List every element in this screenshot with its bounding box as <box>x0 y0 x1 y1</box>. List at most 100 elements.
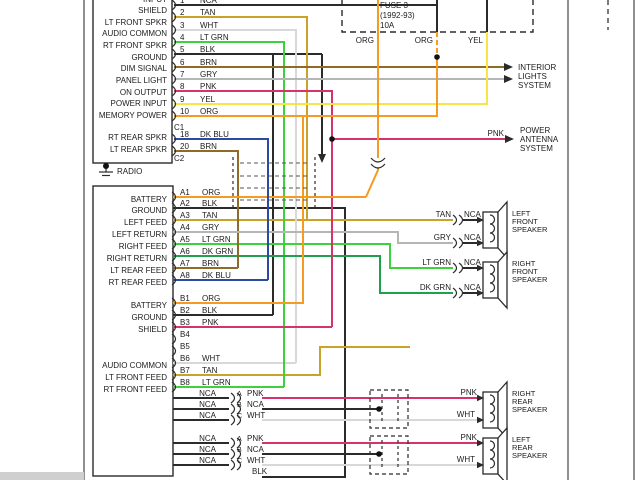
wire-color: PNK <box>461 433 478 442</box>
conn1-label: DIM SIGNAL <box>121 64 168 73</box>
conn2-labels: BATTERY GROUND LEFT FEED LEFT RETURN RIG… <box>102 195 168 394</box>
front-speaker-wire-labels: TAN NCA GRY NCA LT GRN NCA DK GRN NCA <box>420 210 482 292</box>
speaker-label: SPEAKER <box>512 275 548 284</box>
wire-color: DK BLU <box>200 130 229 139</box>
connector-id: C1 <box>174 123 185 132</box>
speaker-terminal-arrows <box>477 216 484 469</box>
wire-color: WHT <box>457 410 475 419</box>
conn1-label: MEMORY POWER <box>99 111 167 120</box>
conn2-label: GROUND <box>131 313 167 322</box>
wire-color: DK GRN <box>420 283 451 292</box>
pin-number: B2 <box>180 306 190 315</box>
right-rear-speaker-icon <box>482 381 508 439</box>
conn2-label: LT FRONT FEED <box>105 373 167 382</box>
pin-number: 7 <box>180 70 185 79</box>
power-antenna-system: PNK POWER ANTENNA SYSTEM <box>488 126 559 153</box>
pin-letter: A <box>237 436 242 443</box>
pin-number: B1 <box>180 294 190 303</box>
wire-color: NCA <box>199 445 217 454</box>
conn1-label: LT FRONT SPKR <box>105 18 167 27</box>
conn1-pins: 1 NCA 2 TAN 3 WHT 4 LT GRN 5 BLK 6 BRN 7 GRY 8 P… <box>174 0 229 163</box>
pin-letter: B <box>237 447 242 454</box>
conn1-label: SHIELD <box>138 6 167 15</box>
wire-color: LT GRN <box>202 235 231 244</box>
pin-number: B5 <box>180 342 190 351</box>
pin-number: A3 <box>180 211 190 220</box>
wire-color: TAN <box>200 8 216 17</box>
wire-color: WHT <box>457 455 475 464</box>
wire-color: GRY <box>200 70 218 79</box>
wire-color: DK BLU <box>202 271 231 280</box>
wire-color: ORG <box>202 188 220 197</box>
speaker-label: SPEAKER <box>512 451 548 460</box>
conn2-label: LEFT RETURN <box>112 230 167 239</box>
conn1-label: LT REAR SPKR <box>110 145 167 154</box>
conn1-label: RT FRONT SPKR <box>103 41 167 50</box>
pin-number: A6 <box>180 247 190 256</box>
pin-number: 8 <box>180 82 185 91</box>
wire-color: TAN <box>202 211 218 220</box>
speaker-label: FRONT <box>512 217 538 226</box>
fuse-wire-color: YEL <box>468 36 484 45</box>
pin-number: 1 <box>180 0 185 5</box>
wire-color: YEL <box>200 95 216 104</box>
radio-connector1-box <box>92 0 173 164</box>
conn2-label: RT REAR FEED <box>109 278 168 287</box>
pin-number: 6 <box>180 58 185 67</box>
conn1-labels: INPUT SHIELD LT FRONT SPKR AUDIO COMMON … <box>99 0 168 154</box>
wire-color: NCA <box>199 389 217 398</box>
wire-color: PNK <box>247 434 264 443</box>
wire-color: LT GRN <box>202 378 231 387</box>
wire-color: DK GRN <box>202 247 233 256</box>
wire-color: ORG <box>200 107 218 116</box>
speaker-label: LEFT <box>512 435 531 444</box>
wires-gray <box>173 78 508 244</box>
left-rear-speaker-icon <box>482 427 508 480</box>
conn2-pins: A1 ORG A2 BLK A3 TAN A4 GRY A5 LT GRN A6 DK GR… <box>180 188 233 387</box>
conn1-label: INPUT <box>143 0 167 4</box>
system-label: LIGHTS <box>518 72 547 81</box>
wires-black <box>173 0 488 478</box>
wire-color: GRY <box>434 233 452 242</box>
conn2-label: RT FRONT FEED <box>103 385 167 394</box>
pin-number: 20 <box>180 142 189 151</box>
pin-number: A8 <box>180 271 190 280</box>
wire-color: BRN <box>202 259 219 268</box>
pin-number: 5 <box>180 45 185 54</box>
speaker-label: FRONT <box>512 267 538 276</box>
rear-inline-connector-1 <box>369 389 409 429</box>
pin-number: A5 <box>180 235 190 244</box>
conn1-label: PANEL LIGHT <box>116 76 167 85</box>
wire-color: NCA <box>247 445 265 454</box>
system-arrows <box>504 63 514 143</box>
conn1-label: GROUND <box>131 53 167 62</box>
pin-number: B6 <box>180 354 190 363</box>
pin-number: A7 <box>180 259 190 268</box>
conn2-label: BATTERY <box>131 195 168 204</box>
pin-number: B4 <box>180 330 190 339</box>
wire-color: BRN <box>200 58 217 67</box>
fuse-rating: 10A <box>380 21 395 30</box>
wire-color: LT GRN <box>422 258 451 267</box>
junction-dots <box>329 54 440 457</box>
wire-color: BLK <box>200 45 216 54</box>
wire-color: PNK <box>461 388 478 397</box>
wire-color: NCA <box>200 0 218 5</box>
wires-dark-blue <box>173 138 269 281</box>
interior-lights-system: INTERIOR LIGHTS SYSTEM <box>518 63 556 90</box>
pin-letter: A <box>237 391 242 398</box>
radio-title: RADIO <box>117 167 142 176</box>
wire-color: NCA <box>464 210 482 219</box>
pin-letter: C <box>237 458 242 465</box>
speaker-label: SPEAKER <box>512 225 548 234</box>
system-label: POWER <box>520 126 550 135</box>
wire-color: BRN <box>200 142 217 151</box>
wire-color: WHT <box>202 354 220 363</box>
speaker-label: LEFT <box>512 209 531 218</box>
inline-connector <box>232 157 316 210</box>
conn1-label: AUDIO COMMON <box>102 29 167 38</box>
wires-light-green <box>173 41 453 388</box>
pin-number: 18 <box>180 130 189 139</box>
down-arrow <box>318 154 326 163</box>
